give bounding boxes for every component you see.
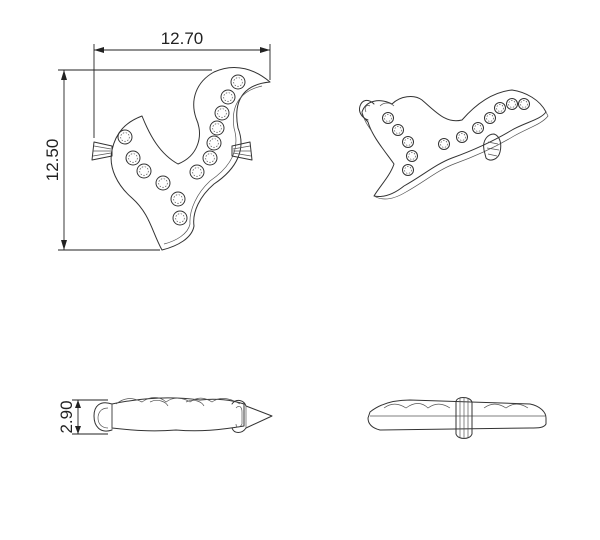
iso-right-wing xyxy=(483,133,502,161)
stone-facet xyxy=(217,108,227,118)
right-wing xyxy=(231,141,253,161)
stone-facet xyxy=(120,132,130,142)
side-view xyxy=(367,397,547,439)
top-view xyxy=(91,66,271,251)
stone-facet xyxy=(394,126,402,134)
thickness-dimension: 2.90 xyxy=(57,399,108,435)
height-label: 12.50 xyxy=(43,139,62,182)
stone-facet xyxy=(384,114,392,122)
stone-facet xyxy=(404,166,412,174)
stone-facet xyxy=(158,178,168,188)
iso-view-stones xyxy=(382,98,530,176)
stone-facet xyxy=(173,194,183,204)
stone-setting xyxy=(220,89,236,105)
stone-setting xyxy=(506,98,518,110)
stone-setting xyxy=(136,163,152,179)
stone-setting xyxy=(494,102,506,114)
stone-setting xyxy=(402,164,414,176)
stone-setting xyxy=(214,105,230,121)
top-view-outline xyxy=(110,66,271,251)
stone-setting xyxy=(382,112,394,124)
stone-setting xyxy=(402,136,414,148)
isometric-view xyxy=(359,89,549,200)
stone-facet xyxy=(440,140,448,148)
top-view-stones xyxy=(117,74,246,226)
width-dimension: 12.70 xyxy=(93,29,271,138)
left-wing xyxy=(91,141,113,161)
front-left-wing xyxy=(93,402,113,432)
thickness-label: 2.90 xyxy=(57,400,76,433)
stone-facet xyxy=(496,104,504,112)
stone-setting xyxy=(170,191,186,207)
width-label: 12.70 xyxy=(161,29,204,48)
stone-setting xyxy=(189,164,205,180)
front-view xyxy=(93,397,273,433)
top-view-bevel xyxy=(163,85,263,245)
stone-setting xyxy=(438,138,450,150)
stone-setting xyxy=(472,122,484,134)
stone-facet xyxy=(223,92,233,102)
stone-setting xyxy=(484,112,496,124)
stone-facet xyxy=(192,167,202,177)
stone-setting xyxy=(206,135,222,151)
iso-edge xyxy=(373,111,549,200)
height-dimension: 12.50 xyxy=(43,69,212,251)
iso-left-wing xyxy=(359,99,375,121)
stone-facet xyxy=(508,100,516,108)
stone-setting xyxy=(392,124,404,136)
stone-setting xyxy=(406,150,418,162)
stone-facet xyxy=(474,124,482,132)
front-view-body xyxy=(111,397,245,432)
stone-setting xyxy=(125,150,141,166)
stone-setting xyxy=(117,129,133,145)
stone-facet xyxy=(408,152,416,160)
stone-facet xyxy=(205,153,215,163)
stone-facet xyxy=(212,123,222,133)
stone-setting xyxy=(456,131,468,143)
stone-facet xyxy=(128,153,138,163)
stone-setting xyxy=(230,74,246,90)
iso-outline xyxy=(361,89,547,197)
stone-facet xyxy=(486,114,494,122)
stone-setting xyxy=(209,120,225,136)
front-right-wing xyxy=(231,399,273,433)
stone-facet xyxy=(175,213,185,223)
stone-facet xyxy=(458,133,466,141)
stone-setting xyxy=(155,175,171,191)
side-view-body xyxy=(367,399,547,431)
stone-setting xyxy=(202,150,218,166)
stone-facet xyxy=(209,138,219,148)
stone-facet xyxy=(139,166,149,176)
stone-facet xyxy=(520,100,528,108)
stone-facet xyxy=(233,77,243,87)
stone-facet xyxy=(404,138,412,146)
stone-setting xyxy=(518,98,530,110)
stone-setting xyxy=(172,210,188,226)
side-wing xyxy=(455,397,473,439)
